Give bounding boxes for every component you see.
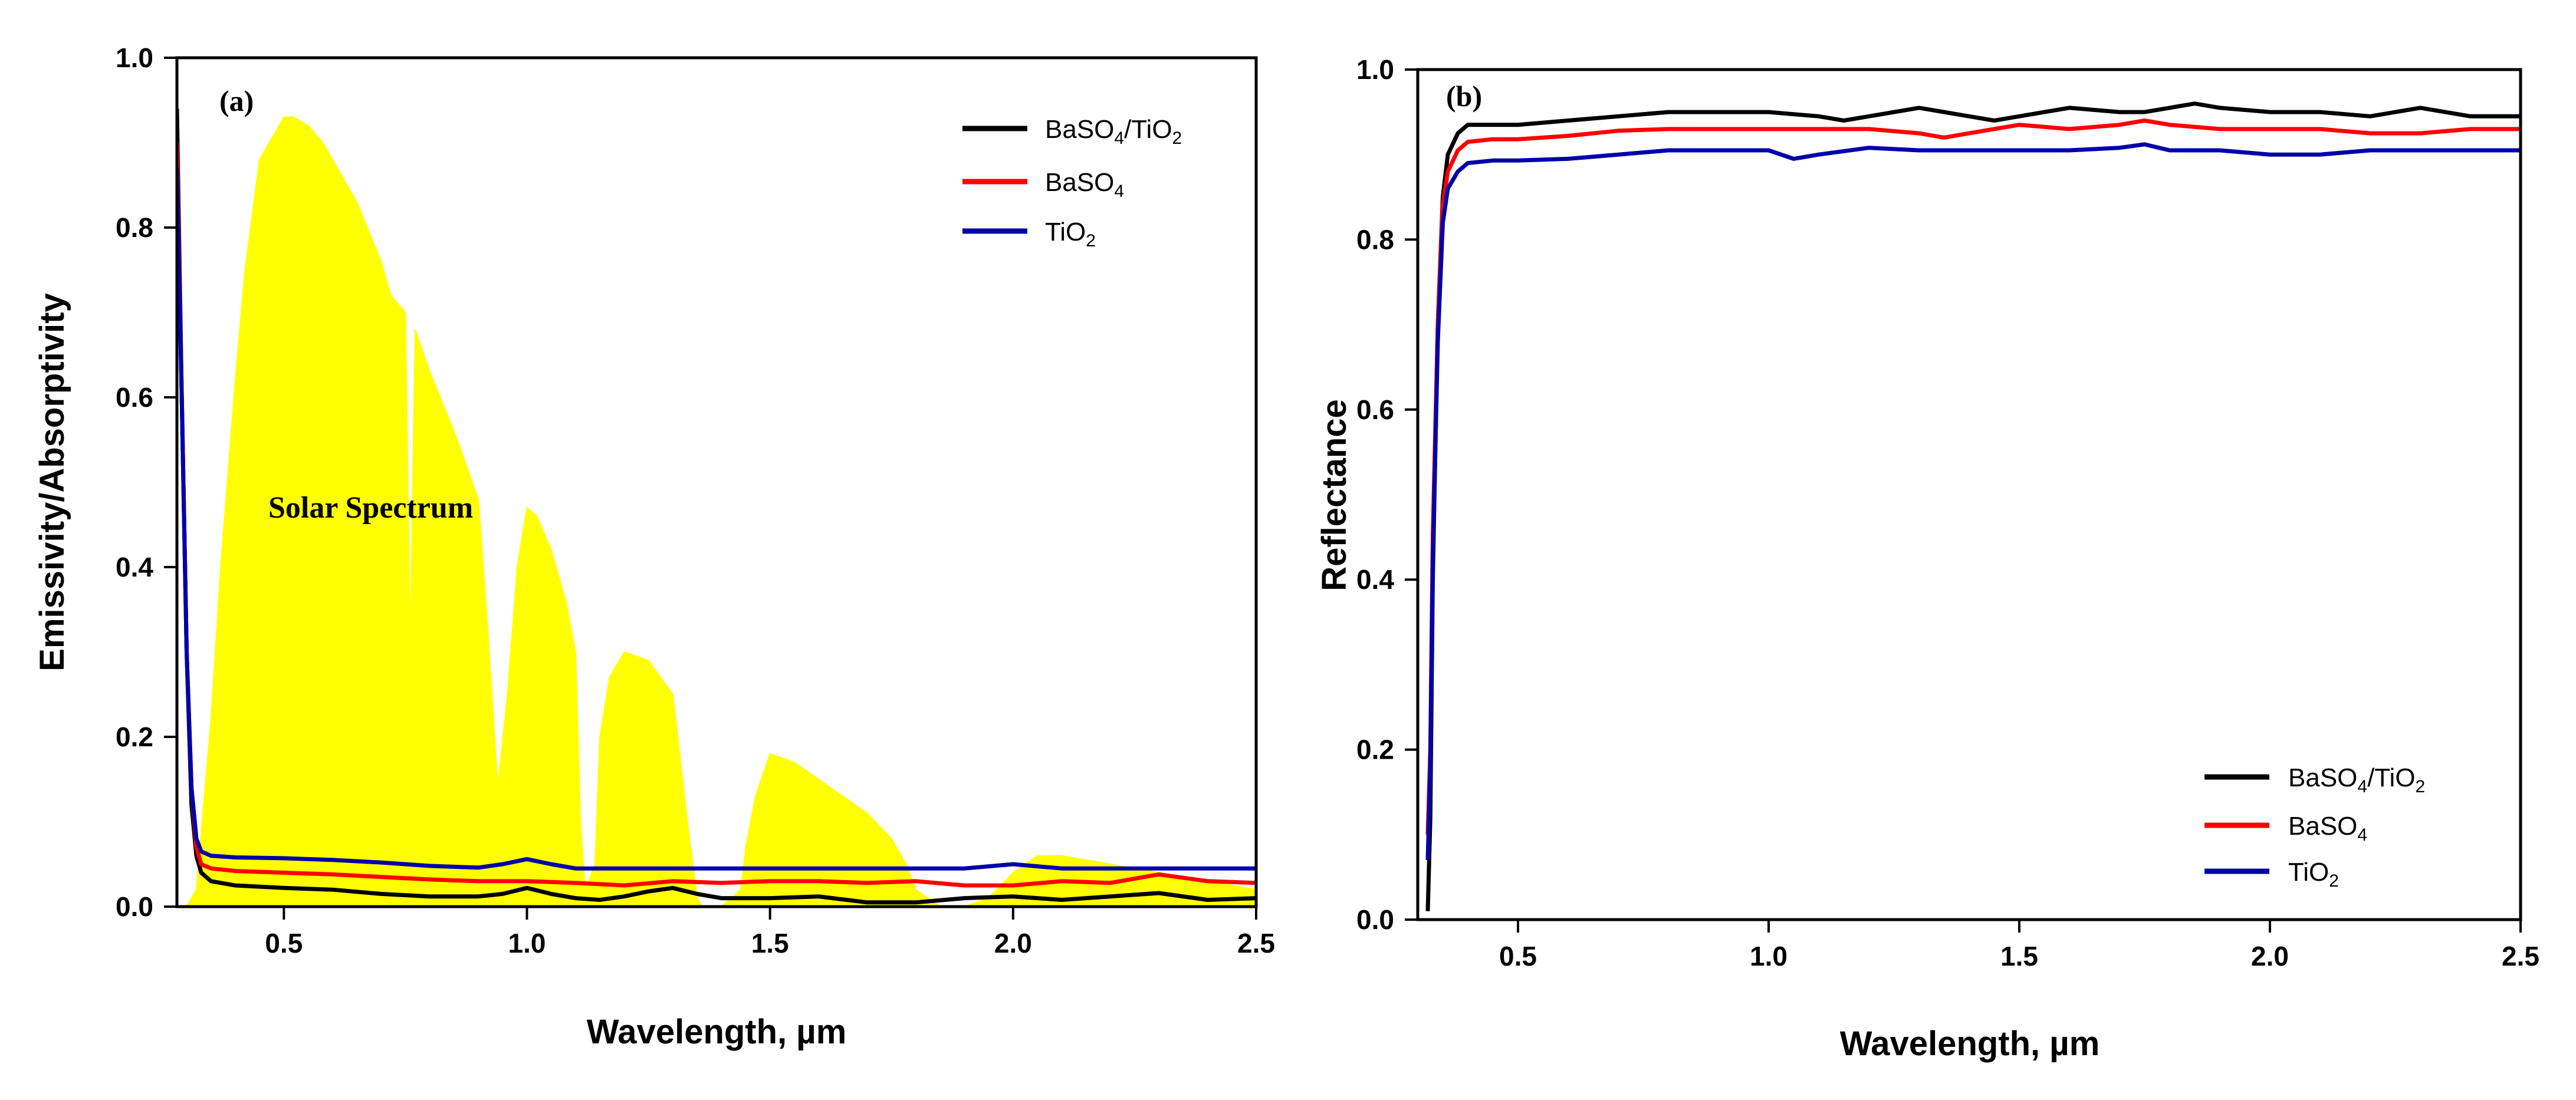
panel-a: 0.5 1.0 1.5 2.0 2.5 0.0 0.2 0.4 0.6 0.8 1.0 (a) S…	[33, 42, 1275, 1051]
y-axis-title-a: Emissivity/Absorptivity	[33, 293, 71, 671]
x-ticks-b: 0.5 1.0 1.5 2.0 2.5	[1499, 920, 2539, 971]
axes-frame-a	[175, 56, 1258, 908]
series-line-b-2	[1425, 142, 2521, 861]
solar-spectrum-annotation: Solar Spectrum	[268, 491, 473, 525]
legend-text-a-2: TiO	[1045, 218, 1086, 246]
x-axis-title-b: Wavelength, µm	[1840, 1025, 2100, 1063]
y-tick-label-b: 0.6	[1356, 394, 1394, 425]
y-ticks-a: 0.0 0.2 0.4 0.6 0.8 1.0	[116, 42, 177, 922]
svg-text:BaSO4: BaSO4	[1045, 168, 1124, 201]
series-line-b-1	[1425, 118, 2521, 835]
legend-sub-a-0a: 4	[1114, 129, 1124, 148]
x-tick-label-b: 2.0	[2251, 941, 2289, 971]
svg-text:BaSO4: BaSO4	[2288, 812, 2367, 845]
plot-area-b	[1425, 101, 2521, 911]
y-tick-label-a: 1.0	[116, 42, 153, 73]
legend-text-a-0: BaSO	[1045, 115, 1114, 144]
x-tick-label-b: 2.5	[2502, 941, 2539, 971]
legend-mid-b-0: /TiO	[2367, 763, 2415, 792]
svg-text:BaSO4/TiO2: BaSO4/TiO2	[2288, 763, 2425, 796]
legend-a: BaSO4/TiO2 BaSO4 TiO2	[962, 115, 1182, 251]
svg-text:BaSO4/TiO2: BaSO4/TiO2	[1045, 115, 1182, 148]
legend-item-a-2: TiO2	[962, 218, 1096, 251]
series-line-a-2	[177, 168, 1256, 871]
y-axis-title-b: Reflectance	[1315, 399, 1353, 591]
axes-frame-b	[1416, 68, 2522, 921]
legend-item-b-1: BaSO4	[2204, 812, 2367, 845]
y-ticks-b: 0.0 0.2 0.4 0.6 0.8 1.0	[1356, 54, 1418, 935]
series-line-b-0	[1425, 101, 2521, 911]
svg-text:TiO2: TiO2	[2288, 858, 2339, 891]
x-tick-label-a: 2.5	[1237, 928, 1275, 959]
plot-marks-a	[177, 108, 1256, 907]
x-axis-title-a: Wavelength, µm	[587, 1013, 847, 1051]
plot-area-a	[177, 108, 1256, 907]
x-tick-label-b: 0.5	[1499, 941, 1537, 971]
x-tick-label-a: 1.5	[751, 928, 789, 959]
legend-sub-b-1: 4	[2357, 825, 2367, 845]
legend-sub-b-0a: 4	[2357, 777, 2367, 796]
legend-item-a-1: BaSO4	[962, 168, 1124, 201]
x-tick-label-b: 1.0	[1750, 941, 1788, 971]
panel-label-a: (a)	[219, 84, 254, 117]
y-tick-label-b: 0.2	[1356, 735, 1394, 765]
legend-sub-b-0b: 2	[2416, 777, 2426, 796]
legend-text-a-1: BaSO	[1045, 168, 1114, 197]
legend-text-b-2: TiO	[2288, 858, 2329, 887]
x-tick-label-b: 1.5	[2000, 941, 2038, 971]
legend-b: BaSO4/TiO2 BaSO4 TiO2	[2204, 763, 2425, 891]
y-tick-label-b: 1.0	[1356, 54, 1394, 85]
panel-b: 0.5 1.0 1.5 2.0 2.5 0.0 0.2 0.4 0.6 0.8 1.0 (b) W…	[1315, 54, 2539, 1063]
legend-sub-a-0b: 2	[1172, 129, 1182, 148]
x-tick-label-a: 2.0	[994, 928, 1032, 959]
legend-text-b-1: BaSO	[2288, 812, 2357, 841]
series-line-a-0	[177, 108, 1256, 905]
solar-spectrum-area	[186, 116, 1256, 907]
y-tick-label-a: 0.6	[116, 382, 153, 413]
legend-item-a-0: BaSO4/TiO2	[962, 115, 1182, 148]
y-tick-label-a: 0.0	[116, 891, 153, 922]
series-line-a-1	[177, 142, 1256, 888]
legend-mid-a-0: /TiO	[1124, 115, 1172, 144]
y-tick-label-a: 0.8	[116, 212, 153, 243]
y-tick-label-b: 0.4	[1356, 564, 1394, 595]
legend-sub-a-2: 2	[1086, 231, 1096, 251]
y-tick-label-b: 0.0	[1356, 904, 1394, 935]
y-tick-label-a: 0.2	[116, 722, 153, 752]
legend-sub-a-1: 4	[1114, 182, 1124, 201]
y-tick-label-a: 0.4	[116, 552, 153, 582]
panel-label-b: (b)	[1446, 80, 1482, 113]
plot-marks-b	[1425, 101, 2521, 911]
legend-text-b-0: BaSO	[2288, 763, 2357, 792]
legend-item-b-0: BaSO4/TiO2	[2204, 763, 2425, 796]
x-ticks-a: 0.5 1.0 1.5 2.0 2.5	[265, 907, 1275, 959]
x-tick-label-a: 0.5	[265, 928, 303, 959]
legend-sub-b-2: 2	[2329, 871, 2339, 891]
y-tick-label-b: 0.8	[1356, 224, 1394, 255]
svg-text:TiO2: TiO2	[1045, 218, 1096, 251]
x-tick-label-a: 1.0	[508, 928, 546, 959]
legend-item-b-2: TiO2	[2204, 858, 2339, 891]
